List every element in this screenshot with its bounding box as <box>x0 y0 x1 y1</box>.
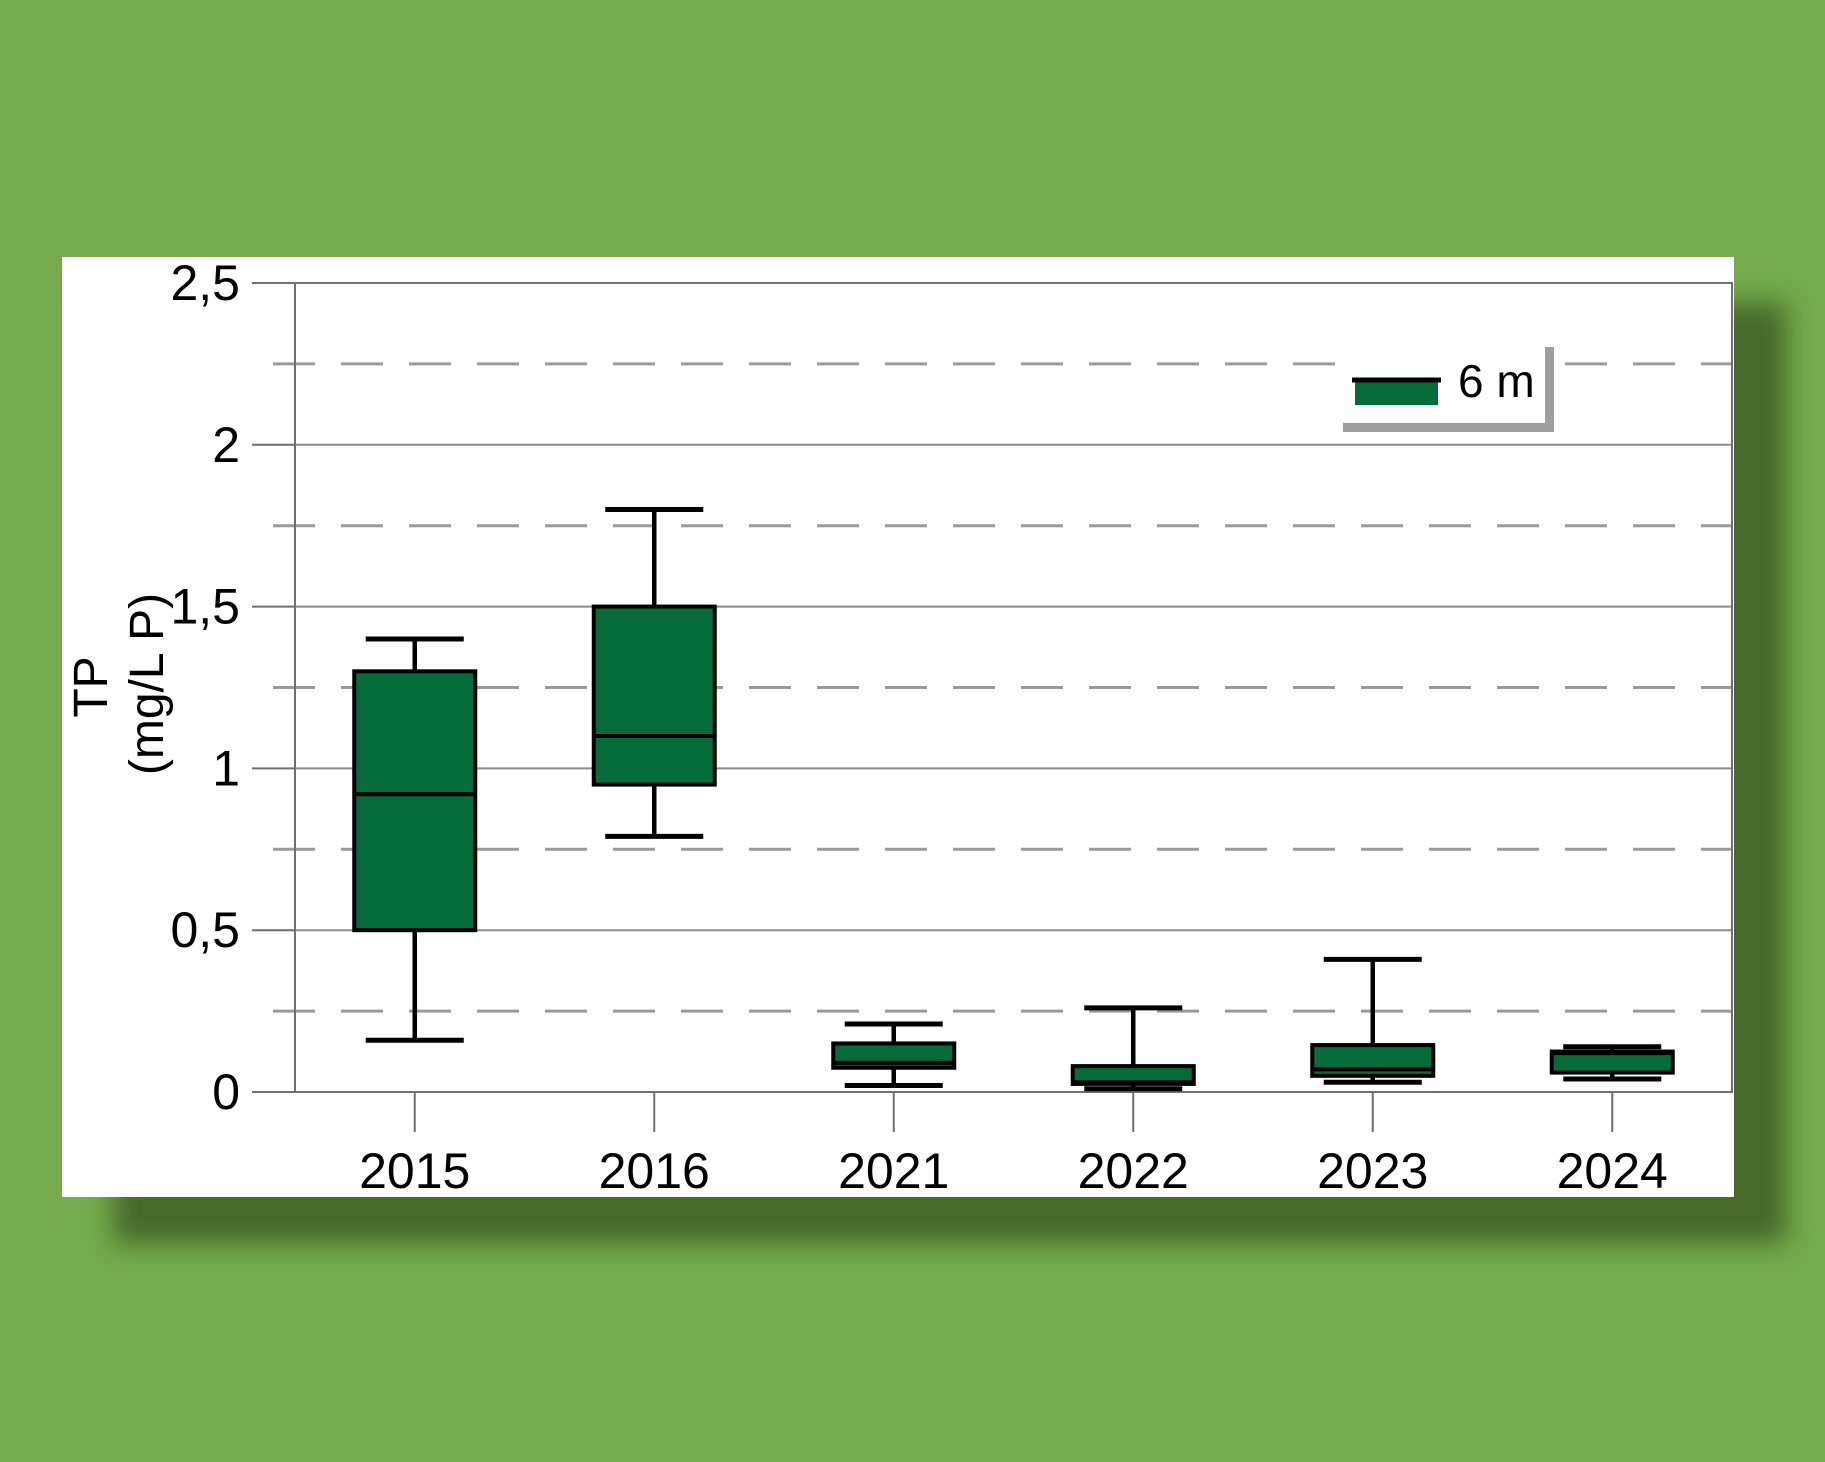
box-2015 <box>352 669 478 933</box>
y-tick-label-1.5: 1,5 <box>170 579 240 635</box>
x-axis-label-2022: 2022 <box>1078 1143 1189 1197</box>
box-2016 <box>591 604 717 787</box>
x-axis-label-2024: 2024 <box>1557 1143 1668 1197</box>
boxplot-chart: 0 0,5 1 1,5 2 2,5 2015 2016 2021 2022 2023 2024 TP (m… <box>65 257 1733 1197</box>
x-axis-label-2021: 2021 <box>838 1143 949 1197</box>
x-axis-label-2016: 2016 <box>599 1143 710 1197</box>
y-tick-label-2.5: 2,5 <box>170 257 240 311</box>
y-tick-label-0: 0 <box>212 1064 240 1120</box>
legend-label: 6 m <box>1458 355 1535 407</box>
chart-card: 0 0,5 1 1,5 2 2,5 2015 2016 2021 2022 2023 2024 TP (m… <box>62 257 1734 1197</box>
legend-shadow-bottom <box>1343 423 1554 432</box>
x-axis-label-2015: 2015 <box>359 1143 470 1197</box>
y-tick-label-1: 1 <box>212 740 240 796</box>
y-axis-title-line-2: (mg/L P) <box>121 593 174 775</box>
y-tick-label-0.5: 0,5 <box>170 902 240 958</box>
x-axis-label-2023: 2023 <box>1317 1143 1428 1197</box>
y-axis-title-line-1: TP <box>65 656 118 717</box>
plot-frame <box>294 282 1733 1093</box>
legend-shadow-right <box>1545 347 1554 432</box>
y-tick-label-2: 2 <box>212 417 240 473</box>
